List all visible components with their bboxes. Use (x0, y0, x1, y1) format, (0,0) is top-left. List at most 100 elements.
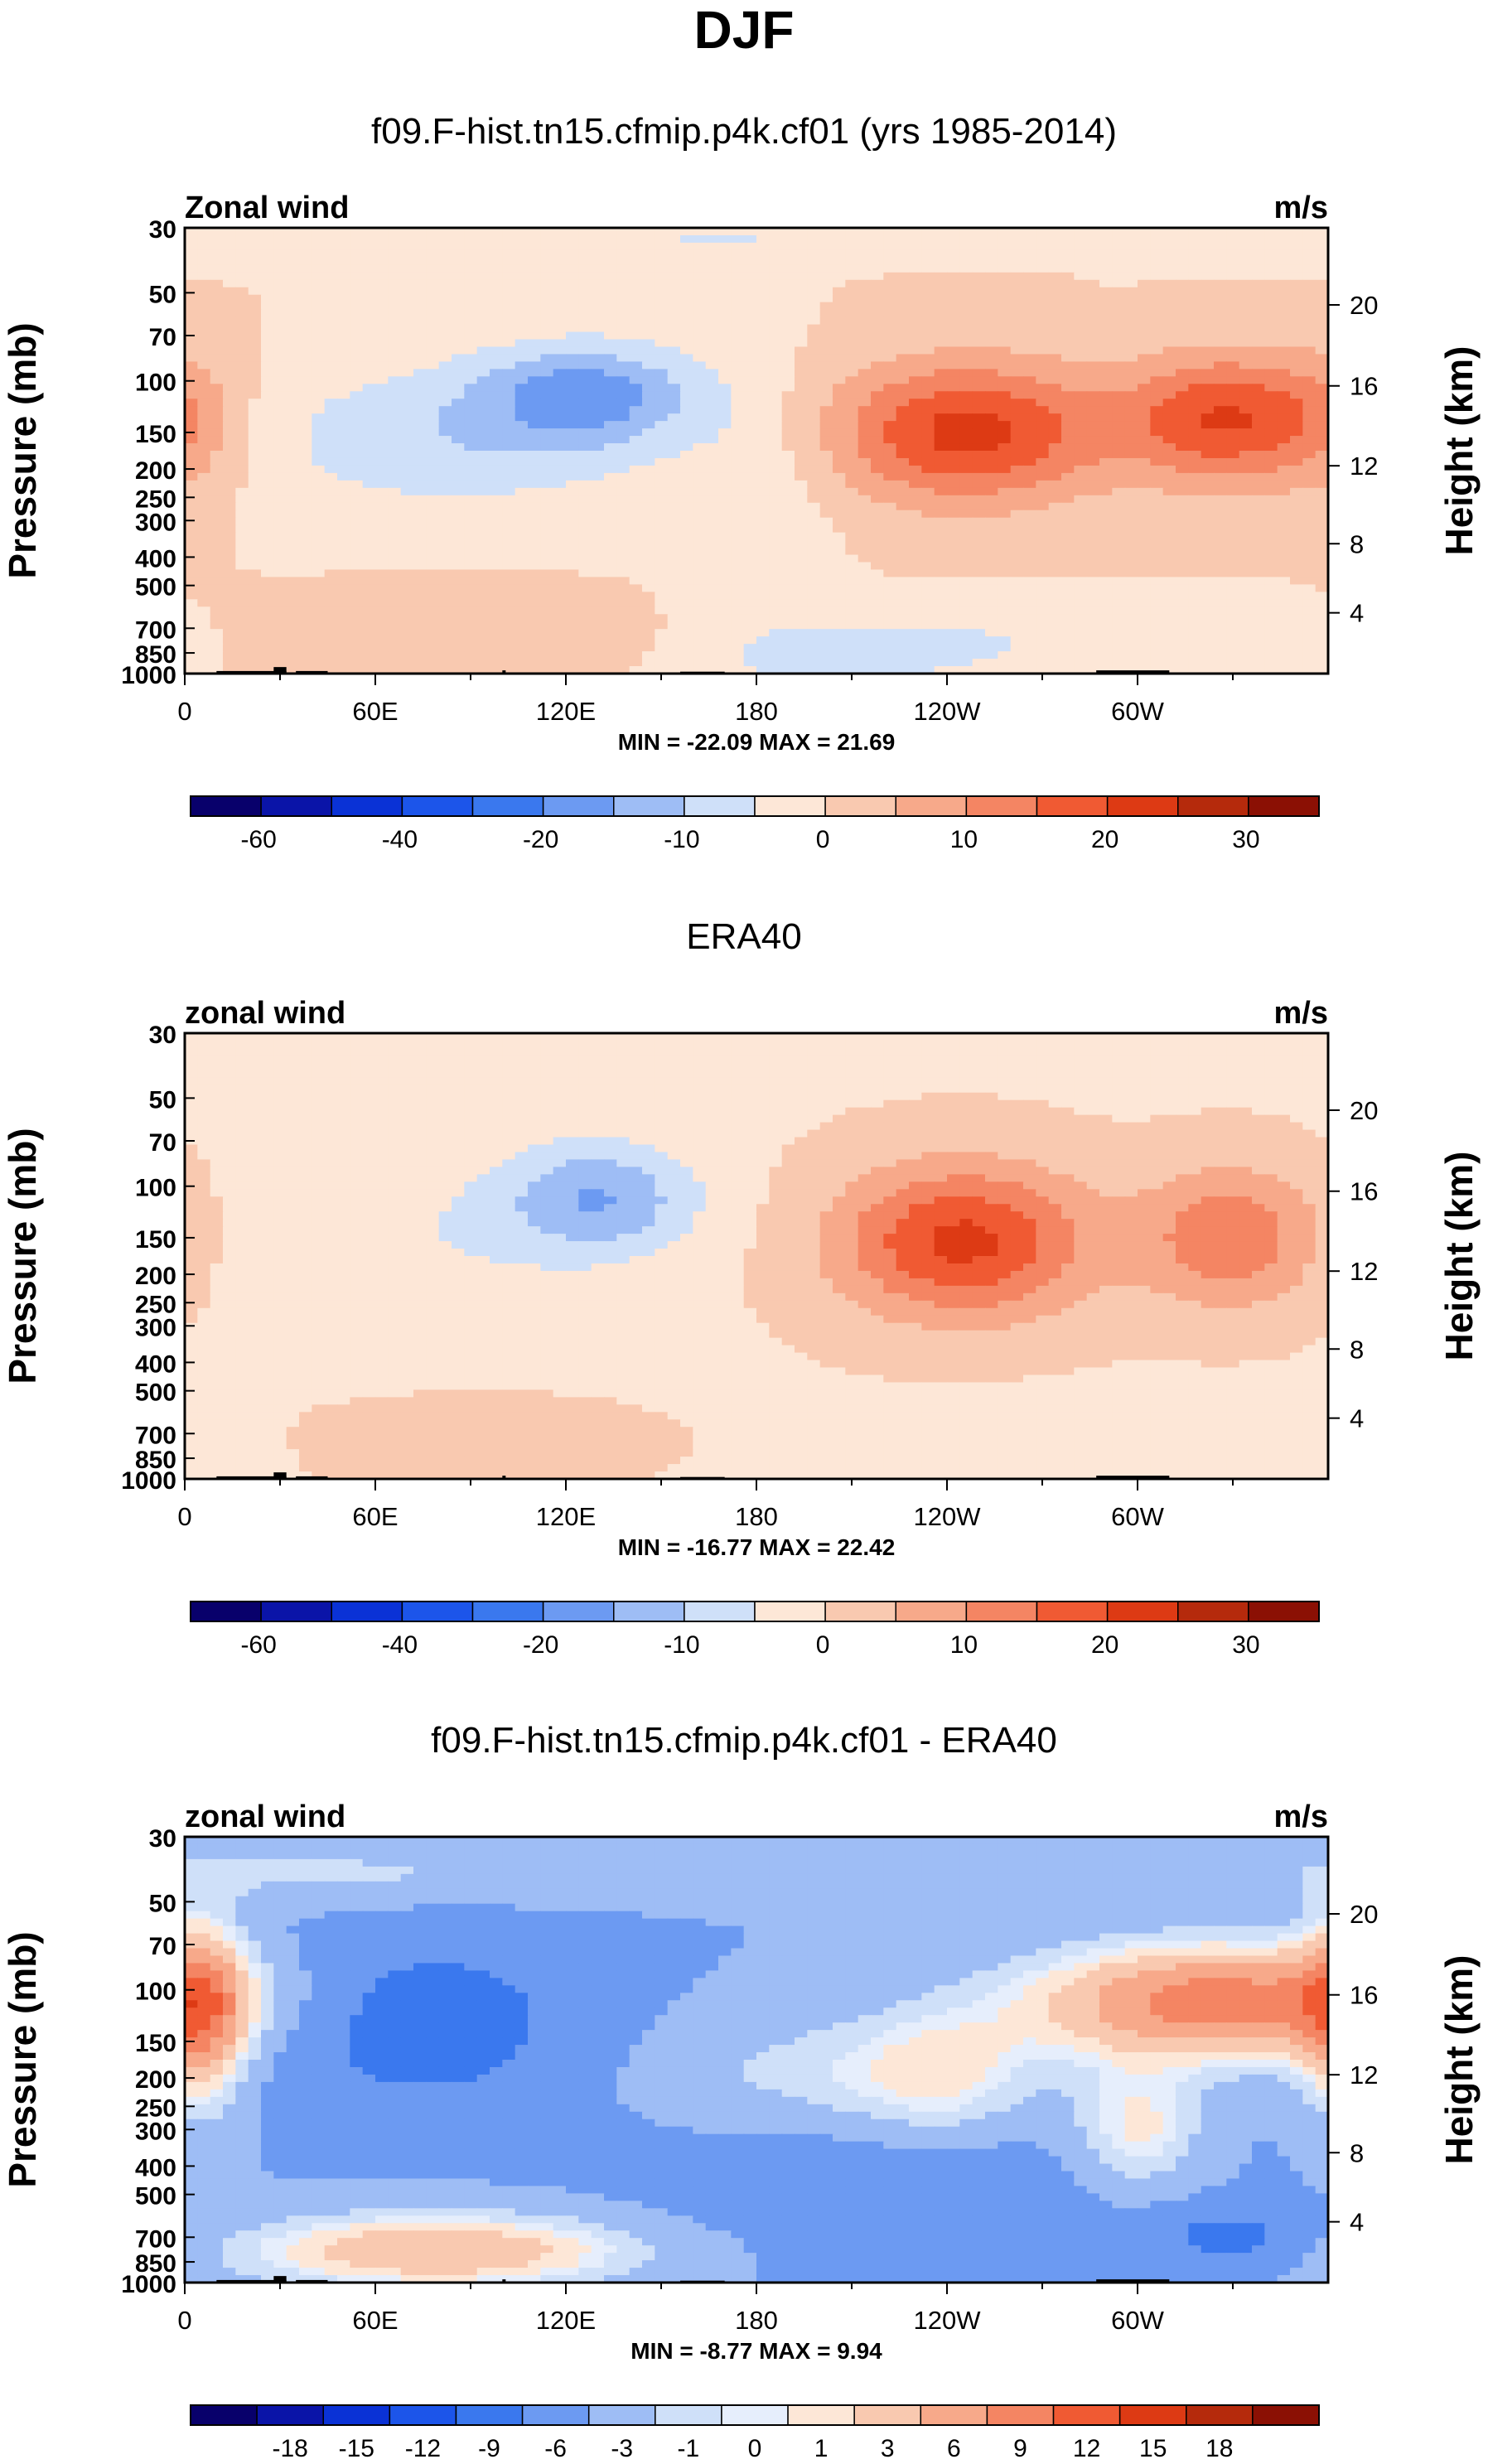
heat-cell (1163, 354, 1176, 362)
heat-cell (1163, 436, 1176, 444)
heat-cell (210, 428, 224, 437)
heat-cell (1150, 287, 1163, 296)
heat-cell (718, 399, 732, 407)
heat-cell (959, 325, 973, 333)
heat-cell (249, 376, 262, 384)
heat-cell (490, 473, 503, 481)
heat-cell (337, 280, 350, 288)
heat-cell (1226, 287, 1239, 296)
heat-cell (515, 443, 529, 452)
heat-cell (299, 325, 312, 333)
heat-cell (261, 436, 274, 444)
heat-cell (756, 466, 770, 474)
heat-cell (1176, 235, 1189, 244)
heat-cell (1150, 384, 1163, 392)
heat-cell (1099, 317, 1113, 326)
heat-cell (731, 384, 744, 392)
heat-cell (655, 258, 668, 266)
heat-cell (1278, 273, 1291, 281)
heat-cell (1316, 280, 1329, 288)
heat-cell (197, 436, 210, 444)
heat-cell (1099, 428, 1113, 437)
heat-cell (1099, 310, 1113, 318)
heat-cell (337, 340, 350, 348)
heat-cell (871, 287, 884, 296)
heat-cell (540, 280, 553, 288)
heat-cell (896, 399, 910, 407)
heat-cell (1201, 421, 1215, 429)
heat-cell (325, 376, 338, 384)
heat-cell (959, 258, 973, 266)
heat-cell (1150, 340, 1163, 348)
heat-cell (363, 428, 376, 437)
heat-cell (1290, 406, 1303, 414)
heat-cell (935, 481, 948, 489)
heat-cell (807, 250, 820, 258)
heat-cell (1252, 458, 1265, 466)
heat-cell (642, 451, 655, 459)
heat-cell (1239, 243, 1253, 251)
heat-cell (1125, 310, 1138, 318)
heat-cell (909, 346, 922, 355)
heat-cell (833, 451, 846, 459)
heat-cell (769, 361, 782, 370)
heat-cell (655, 265, 668, 273)
heat-cell (1023, 361, 1036, 370)
heat-cell (1061, 317, 1075, 326)
heat-cell (439, 391, 452, 399)
heat-cell (578, 369, 592, 377)
heat-cell (464, 451, 477, 459)
heat-cell (820, 443, 833, 452)
heat-cell (502, 340, 515, 348)
heat-cell (1188, 458, 1201, 466)
heat-cell (1316, 391, 1329, 399)
heat-cell (744, 332, 757, 341)
heat-cell (998, 354, 1011, 362)
heat-cell (464, 243, 477, 251)
heat-cell (1099, 280, 1113, 288)
heat-cell (909, 265, 922, 273)
heat-cell (731, 466, 744, 474)
heat-cell (820, 458, 833, 466)
heat-cell (502, 428, 515, 437)
heat-cell (1278, 346, 1291, 355)
heat-cell (744, 310, 757, 318)
heat-cell (1138, 361, 1151, 370)
heat-cell (261, 391, 274, 399)
heat-cell (1138, 332, 1151, 341)
heat-cell (490, 295, 503, 303)
heat-cell (375, 376, 389, 384)
heat-cell (375, 273, 389, 281)
heat-cell (1074, 295, 1087, 303)
heat-cell (959, 421, 973, 429)
heat-cell (769, 458, 782, 466)
heat-cell (630, 302, 643, 311)
heat-cell (921, 428, 935, 437)
heat-cell (769, 436, 782, 444)
heat-cell (337, 332, 350, 341)
heat-cell (1290, 332, 1303, 341)
heat-cell (249, 428, 262, 437)
heat-cell (515, 250, 529, 258)
heat-cell (769, 481, 782, 489)
heat-cell (1214, 332, 1227, 341)
heat-cell (769, 295, 782, 303)
heat-cell (1163, 428, 1176, 437)
heat-cell (375, 258, 389, 266)
heat-cell (273, 413, 287, 422)
heat-cell (871, 273, 884, 281)
heat-cell (1125, 340, 1138, 348)
heat-cell (782, 346, 795, 355)
heat-cell (388, 466, 401, 474)
heat-cell (1278, 287, 1291, 296)
heat-cell (528, 436, 541, 444)
heat-cell (553, 406, 567, 414)
heat-cell (490, 384, 503, 392)
heat-cell (706, 413, 719, 422)
heat-cell (1036, 421, 1049, 429)
heat-cell (235, 443, 249, 452)
heat-cell (1150, 443, 1163, 452)
heat-cell (540, 325, 553, 333)
heat-cell (871, 399, 884, 407)
heat-cell (1214, 473, 1227, 481)
